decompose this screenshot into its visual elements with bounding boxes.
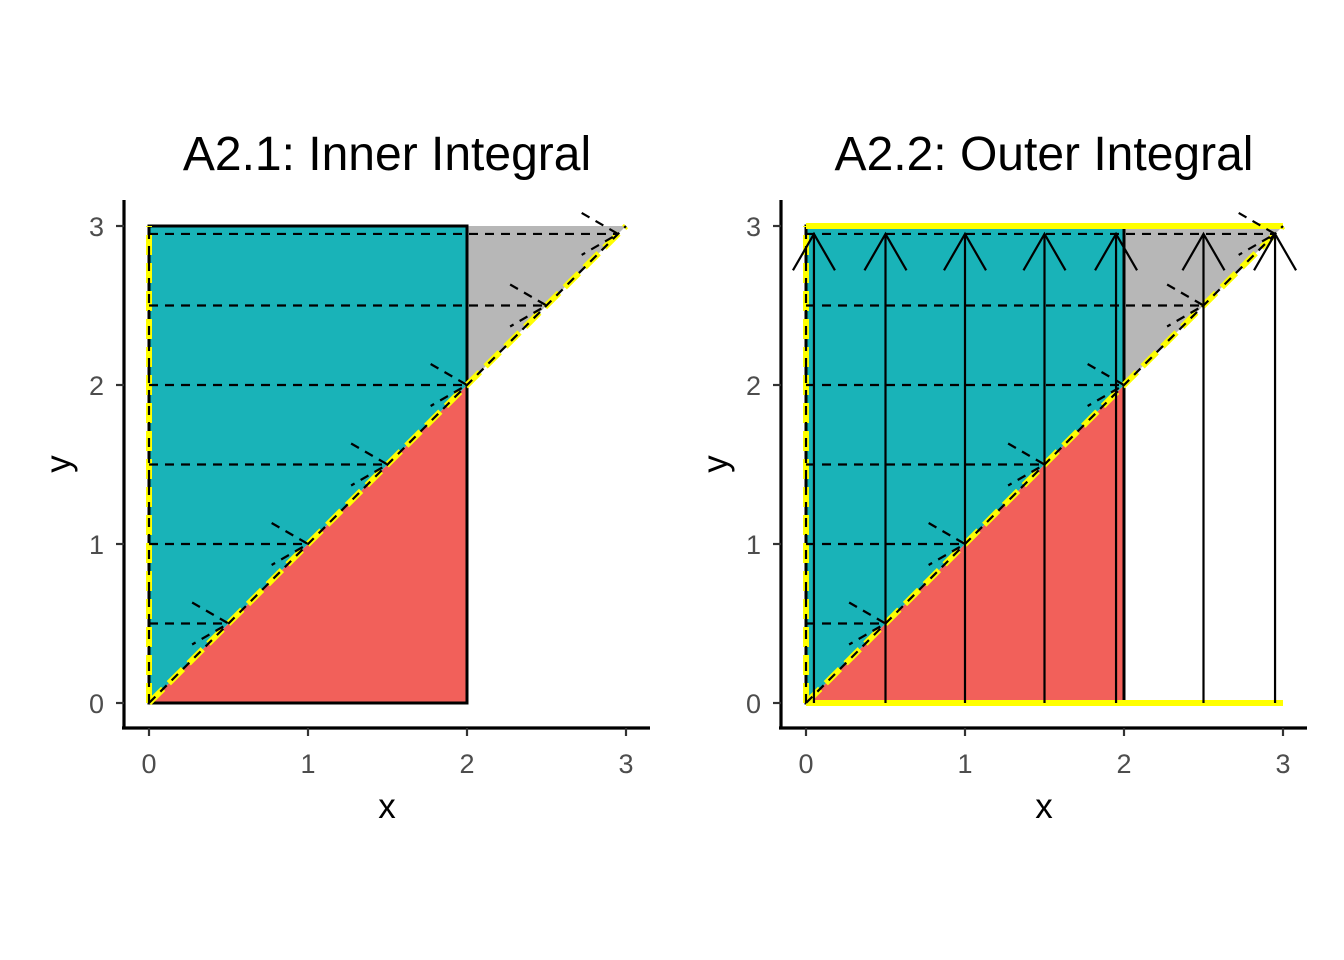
panel-2-dashed-arrow-head <box>1087 363 1127 407</box>
panel-1-x-tick-label: 1 <box>300 749 315 779</box>
panel-2-solid-arrow-head <box>1253 231 1298 271</box>
panel-2-ticks <box>773 224 1285 736</box>
panel-1-y-tick-label: 2 <box>89 371 104 401</box>
panel-2-plot <box>791 211 1298 706</box>
panel-2-x-tick-label: 2 <box>1116 749 1131 779</box>
panel-1-y-tick-label: 0 <box>89 689 104 719</box>
panel-2-dashed-arrow-head <box>848 601 888 646</box>
panel-1-y-tick-label: 1 <box>89 530 104 560</box>
panel-1-x-tick-label: 0 <box>141 749 156 779</box>
panel-1-ticks <box>116 224 628 736</box>
panel-2-y-axis-label: y <box>696 455 735 473</box>
panel-2-x-axis-label: x <box>1035 787 1053 826</box>
panel-2-y-tick-label: 1 <box>746 530 761 560</box>
panel-1-dashed-arrow-head <box>271 522 311 566</box>
panel-1-dashed-arrow-head <box>350 442 390 487</box>
panel-2-y-tick-label: 2 <box>746 371 761 401</box>
panel-2-x-tick-label: 3 <box>1275 749 1290 779</box>
panel-1-dashed-arrow-head <box>509 283 549 328</box>
panel-2-dashed-arrow-head <box>928 522 968 566</box>
panel-2-solid-arrow-head <box>1094 231 1139 271</box>
panel-1-x-axis-label: x <box>378 787 396 826</box>
panel-2-solid-arrow-head <box>863 231 908 271</box>
panel-1-diagonal-line <box>148 225 627 704</box>
panel-1-y-axis-label: y <box>39 455 78 473</box>
panel-2-solid-arrow-head <box>791 231 836 271</box>
panel-1: A2.1: Inner Integral 0 1 2 3 0 1 2 3 x y <box>39 128 650 826</box>
panel-1-plot <box>146 211 629 706</box>
panel-1-x-tick-label: 2 <box>459 749 474 779</box>
panel-1-y-tick-label: 3 <box>89 212 104 242</box>
panel-2-title: A2.2: Outer Integral <box>835 128 1254 181</box>
panel-2-dashed-arrow-head <box>1238 211 1278 256</box>
panel-1-dashed-arrow-head <box>191 601 231 646</box>
panel-2-solid-arrow-head <box>943 231 987 271</box>
panel-2-dashed-arrow-head <box>1007 442 1047 487</box>
panel-2-x-tick-label: 1 <box>957 749 972 779</box>
panel-2: A2.2: Outer Integral 0 1 2 3 0 1 2 3 x y <box>696 128 1307 826</box>
panel-1-dashed-arrow-head <box>581 211 621 256</box>
panel-2-solid-arrow-head <box>1181 231 1226 271</box>
panel-2-dashed-arrow-head <box>1166 283 1206 328</box>
panel-2-solid-arrow-head <box>1022 231 1067 271</box>
panel-1-dashed-arrow-head <box>430 363 470 407</box>
panel-2-y-tick-label: 0 <box>746 689 761 719</box>
panel-1-region-teal <box>149 226 467 703</box>
panel-1-title: A2.1: Inner Integral <box>183 128 591 181</box>
panel-2-y-tick-label: 3 <box>746 212 761 242</box>
panel-2-x-tick-label: 0 <box>798 749 813 779</box>
panel-1-x-tick-label: 3 <box>618 749 633 779</box>
